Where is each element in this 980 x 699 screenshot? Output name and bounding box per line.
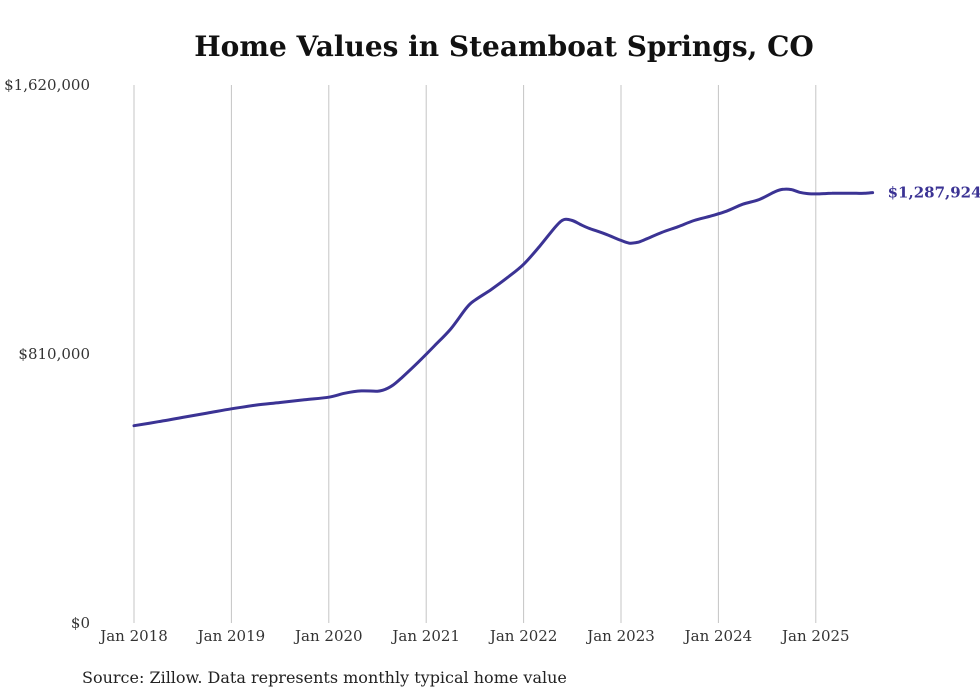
y-tick-label: $1,620,000: [4, 76, 90, 94]
x-tick-label: Jan 2022: [488, 627, 558, 645]
y-tick-label: $0: [71, 614, 90, 632]
x-tick-label: Jan 2023: [585, 627, 655, 645]
source-note: Source: Zillow. Data represents monthly …: [82, 668, 567, 687]
chart-title: Home Values in Steamboat Springs, CO: [194, 30, 814, 63]
x-tick-label: Jan 2019: [196, 627, 266, 645]
end-value-label: $1,287,924: [888, 184, 980, 202]
x-tick-label: Jan 2020: [293, 627, 363, 645]
x-tick-label: Jan 2025: [780, 627, 850, 645]
y-axis-tick-labels: $0 $810,000 $1,620,000: [4, 76, 90, 632]
gridlines: [133, 85, 817, 623]
y-tick-label: $810,000: [18, 345, 90, 363]
x-tick-label: Jan 2018: [98, 627, 168, 645]
x-tick-label: Jan 2021: [390, 627, 460, 645]
x-axis-tick-labels: Jan 2018 Jan 2019 Jan 2020 Jan 2021 Jan 2022…: [98, 627, 849, 645]
series-line: [132, 187, 875, 428]
x-tick-label: Jan 2024: [683, 627, 753, 645]
